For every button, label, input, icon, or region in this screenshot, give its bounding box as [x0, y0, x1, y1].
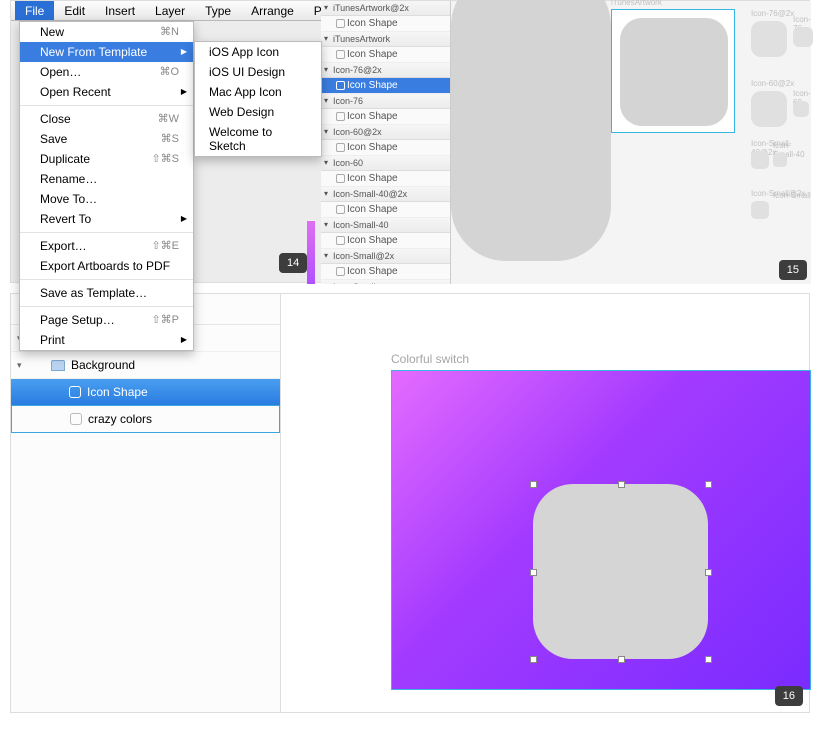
menu-item[interactable]: Open…⌘O: [20, 62, 193, 82]
layer-leaf[interactable]: Icon Shape: [321, 16, 450, 32]
tree-row[interactable]: Icon Shape: [11, 379, 280, 406]
menu-item[interactable]: Rename…: [20, 169, 193, 189]
layer-group[interactable]: iTunesArtwork: [321, 32, 450, 47]
layer-leaf[interactable]: Icon Shape: [321, 109, 450, 125]
menu-item[interactable]: Move To…: [20, 189, 193, 209]
menubar-item-file[interactable]: File: [15, 1, 54, 20]
artboard-label: iTunesArtwork: [611, 0, 662, 7]
resize-handle[interactable]: [705, 656, 712, 663]
menu-item[interactable]: Revert To: [20, 209, 193, 229]
layer-group[interactable]: Icon-Small-40: [321, 218, 450, 233]
resize-handle[interactable]: [530, 481, 537, 488]
icon-shape-selected[interactable]: [533, 484, 708, 659]
layer-leaf[interactable]: Icon Shape: [321, 47, 450, 63]
menu-item[interactable]: Open Recent: [20, 82, 193, 102]
template-submenu: iOS App IconiOS UI DesignMac App IconWeb…: [194, 41, 322, 157]
icon-shape-preview: [620, 18, 728, 126]
layer-group[interactable]: Icon-Small: [321, 280, 450, 284]
gradient-strip: [307, 221, 315, 284]
layer-group[interactable]: Icon-60@2x: [321, 125, 450, 140]
shape-icon: [69, 386, 81, 398]
layers-panel: Page 1 ▾Colorful switch▾BackgroundIcon S…: [11, 294, 281, 712]
menu-item[interactable]: Export…⇧⌘E: [20, 236, 193, 256]
submenu-item[interactable]: iOS UI Design: [195, 62, 321, 82]
layer-leaf[interactable]: Icon Shape: [321, 140, 450, 156]
thumb-label: Icon-Small: [773, 191, 811, 200]
submenu-item[interactable]: Mac App Icon: [195, 82, 321, 102]
menu-item[interactable]: Export Artboards to PDF: [20, 256, 193, 276]
menu-item[interactable]: New⌘N: [20, 22, 193, 42]
thumb-icon[interactable]: [773, 153, 787, 167]
layer-list: iTunesArtwork@2xIcon ShapeiTunesArtworkI…: [321, 1, 451, 284]
menu-item[interactable]: Close⌘W: [20, 109, 193, 129]
menubar-item-edit[interactable]: Edit: [54, 1, 95, 20]
layer-leaf[interactable]: Icon Shape: [321, 202, 450, 218]
layer-group[interactable]: Icon-76: [321, 94, 450, 109]
step-badge-16: 16: [775, 686, 803, 706]
layer-leaf[interactable]: Icon Shape: [321, 233, 450, 249]
thumb-icon[interactable]: [751, 201, 769, 219]
thumb-label: Icon-76@2x: [751, 9, 794, 18]
menubar-item-insert[interactable]: Insert: [95, 1, 145, 20]
tree-row[interactable]: crazy colors: [11, 405, 280, 433]
layer-group[interactable]: Icon-Small-40@2x: [321, 187, 450, 202]
menu-item[interactable]: Duplicate⇧⌘S: [20, 149, 193, 169]
menubar-item-type[interactable]: Type: [195, 1, 241, 20]
submenu-item[interactable]: Web Design: [195, 102, 321, 122]
artboard-selected[interactable]: [611, 9, 735, 133]
resize-handle[interactable]: [530, 656, 537, 663]
submenu-item[interactable]: iOS App Icon: [195, 42, 321, 62]
tree-label: Background: [71, 358, 135, 372]
thumb-icon[interactable]: [751, 151, 769, 169]
thumb-label: Icon-60@2x: [751, 79, 794, 88]
submenu-item[interactable]: Welcome to Sketch: [195, 122, 321, 156]
layer-group[interactable]: Icon-60: [321, 156, 450, 171]
artboard-title: Colorful switch: [391, 352, 469, 366]
shape-icon: [70, 413, 82, 425]
tree-label: crazy colors: [88, 412, 152, 426]
screenshot-14: 思缘设计论坛 WWW.MISSYUAN.COM FileEditInsertLa…: [10, 0, 810, 283]
layer-leaf[interactable]: Icon Shape: [321, 171, 450, 187]
resize-handle[interactable]: [705, 569, 712, 576]
layer-leaf[interactable]: Icon Shape: [321, 264, 450, 280]
canvas-top: iTunesArtwork Icon-76@2x Icon-76 Icon-60…: [451, 1, 811, 284]
menu-item[interactable]: Save⌘S: [20, 129, 193, 149]
big-artboard-shape: [451, 0, 611, 261]
layer-group[interactable]: iTunesArtwork@2x: [321, 1, 450, 16]
menu-item[interactable]: Page Setup…⇧⌘P: [20, 310, 193, 330]
menu-item[interactable]: Print: [20, 330, 193, 350]
menu-item[interactable]: New From Template: [20, 42, 193, 62]
thumb-icon[interactable]: [751, 91, 787, 127]
thumb-icon[interactable]: [793, 27, 813, 47]
thumb-icon[interactable]: [793, 101, 809, 117]
step-badge-14: 14: [279, 253, 307, 273]
resize-handle[interactable]: [530, 569, 537, 576]
layer-leaf[interactable]: Icon Shape: [321, 78, 450, 94]
menubar-item-arrange[interactable]: Arrange: [241, 1, 304, 20]
resize-handle[interactable]: [618, 656, 625, 663]
resize-handle[interactable]: [705, 481, 712, 488]
resize-handle[interactable]: [618, 481, 625, 488]
thumb-icon[interactable]: [751, 21, 787, 57]
menubar-item-layer[interactable]: Layer: [145, 1, 195, 20]
canvas-bottom: Colorful switch 16: [281, 294, 809, 712]
layer-group[interactable]: Icon-76@2x: [321, 63, 450, 78]
folder-icon: [51, 360, 65, 371]
screenshot-16: Page 1 ▾Colorful switch▾BackgroundIcon S…: [10, 293, 810, 713]
layer-group[interactable]: Icon-Small@2x: [321, 249, 450, 264]
tree-row[interactable]: ▾Background: [11, 352, 280, 379]
menu-item[interactable]: Save as Template…: [20, 283, 193, 303]
tree-label: Icon Shape: [87, 385, 148, 399]
file-menu: New⌘NNew From TemplateOpen…⌘OOpen Recent…: [19, 21, 194, 351]
step-badge-15: 15: [779, 260, 807, 280]
